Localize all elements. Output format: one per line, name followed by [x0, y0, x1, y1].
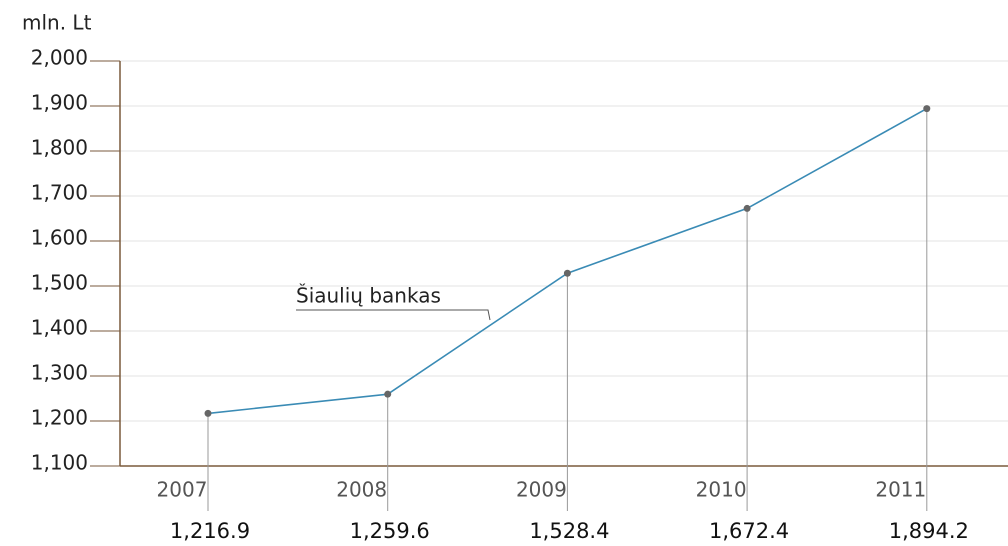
data-point — [563, 269, 571, 277]
x-tick-label: 2008 — [336, 478, 387, 502]
data-point — [384, 390, 392, 398]
y-tick-label: 1,400 — [31, 316, 88, 340]
y-tick-label: 1,500 — [31, 271, 88, 295]
y-tick-label: 1,800 — [31, 136, 88, 160]
value-label: 1,216.9 — [170, 519, 250, 543]
y-tick-label: 1,600 — [31, 226, 88, 250]
x-tick-label: 2010 — [696, 478, 747, 502]
y-tick-label: 1,100 — [31, 451, 88, 475]
value-label: 1,894.2 — [889, 519, 969, 543]
x-tick-label: 2009 — [516, 478, 567, 502]
x-tick-label: 2011 — [875, 478, 926, 502]
y-tick-label: 1,900 — [31, 91, 88, 115]
y-tick-label: 2,000 — [31, 46, 88, 70]
data-point — [743, 204, 751, 212]
data-point — [204, 409, 212, 417]
y-tick-label: 1,300 — [31, 361, 88, 385]
y-axis-label: mln. Lt — [22, 11, 92, 35]
value-label: 1,528.4 — [529, 519, 609, 543]
annotation-leader — [296, 309, 491, 321]
y-tick-label: 1,700 — [31, 181, 88, 205]
x-tick-label: 2007 — [157, 478, 208, 502]
y-tick-label: 1,200 — [31, 406, 88, 430]
data-point — [923, 105, 931, 113]
value-label: 1,259.6 — [350, 519, 430, 543]
value-label: 1,672.4 — [709, 519, 789, 543]
annotation: Šiaulių bankas — [296, 284, 441, 308]
